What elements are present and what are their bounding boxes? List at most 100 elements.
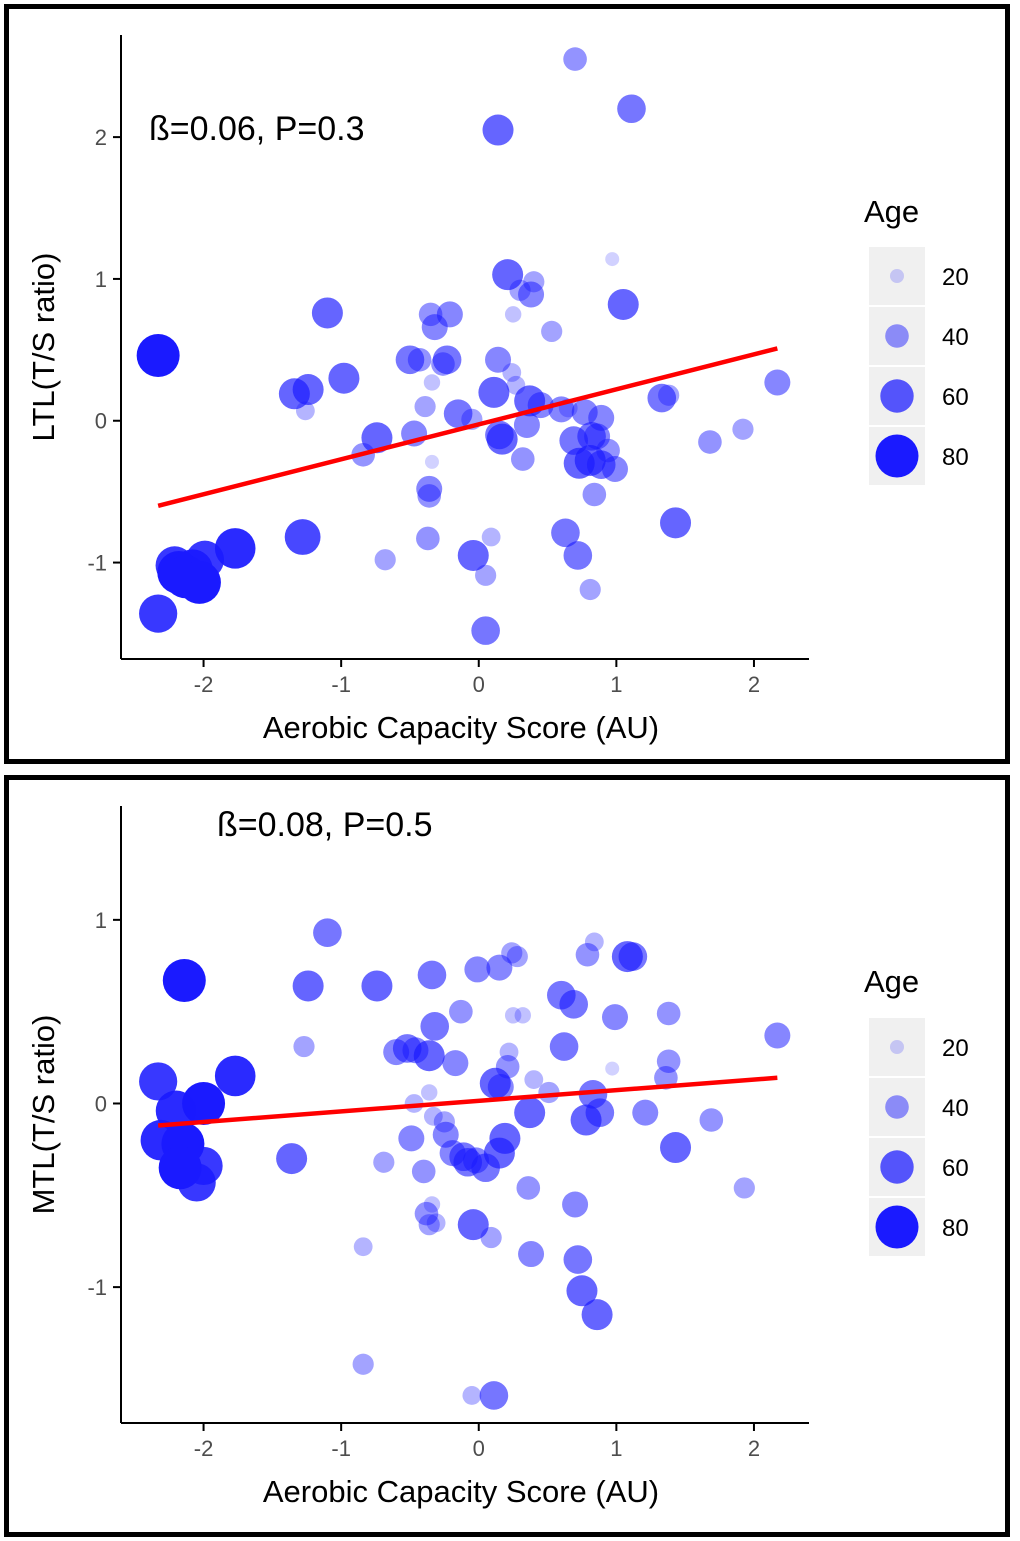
data-point [551,518,580,548]
data-point [563,1245,593,1274]
data-point [432,345,462,375]
data-point [579,578,601,601]
legend-key-bg [869,307,925,365]
y-tick-label: 0 [95,1091,107,1116]
mtl-chart-panel: -2 -1 0 1 2 -1 0 1 Aerobic Capacity Score (AU) MT… [4,775,1010,1537]
data-point [416,526,440,551]
y-tick-label: 0 [95,409,107,434]
data-point [524,1070,544,1090]
data-point [139,1062,178,1101]
data-point [361,422,393,454]
data-point [395,345,425,375]
data-point [764,369,791,396]
data-point [462,1386,482,1405]
data-point [418,1214,440,1236]
data-point [423,1106,443,1126]
x-axis-title: Aerobic Capacity Score (AU) [263,1474,659,1509]
data-point [575,942,600,967]
data-point [647,383,677,413]
data-point [618,942,648,971]
x-tick-label: 1 [610,1436,622,1461]
data-point [617,94,646,124]
data-point [416,475,443,502]
data-point [421,314,448,341]
y-axis-title: LTL(T/S ratio) [26,253,61,442]
data-point [585,1098,615,1127]
data-point [584,932,604,952]
data-point [566,1275,598,1307]
legend-label: 20 [942,1035,969,1062]
data-point [414,1201,439,1226]
x-axis-title: Aerobic Capacity Score (AU) [263,710,659,745]
data-point [733,1177,755,1199]
legend-title: Age [864,964,919,999]
y-tick-label: 1 [95,267,107,292]
data-point [457,1209,489,1241]
data-point [518,281,545,308]
data-point [313,918,342,948]
data-point [698,430,722,454]
data-point [538,1081,560,1104]
legend-key-bg [869,247,925,305]
x-tick-label: 2 [748,1436,760,1461]
data-point [541,320,563,342]
data-point [295,401,315,421]
data-point [471,616,500,645]
data-point [764,1022,791,1049]
data-point [514,1097,546,1129]
data-point [562,1191,589,1218]
data-point [514,1007,531,1024]
data-point [374,549,396,571]
data-point [513,412,540,438]
y-tick-label: 2 [95,125,107,150]
data-point [421,1084,438,1101]
data-point [426,1213,446,1233]
data-point [457,539,489,571]
regression-line [157,346,778,509]
data-point [478,376,510,408]
data-point [471,1153,500,1183]
data-points [139,918,791,1410]
data-point [417,960,447,990]
data-point [423,374,441,391]
data-point [414,395,436,418]
data-point [563,541,593,570]
data-point [506,945,528,968]
data-point [162,958,206,1002]
data-point [516,1176,541,1200]
regression-line [157,1075,778,1128]
data-point [482,114,514,146]
ltl-chart-panel: -2 -1 0 1 2 -1 0 1 2 Aerobic Capacity Score (AU) L… [4,4,1010,764]
data-point [214,1055,256,1097]
data-point [442,1050,469,1077]
data-point [352,1353,374,1375]
data-point [502,363,522,382]
data-point [492,259,524,291]
legend-key-point [875,434,919,478]
data-point [373,1151,395,1173]
data-point [499,1042,519,1062]
x-tick-label: 1 [610,672,622,697]
data-point [660,1132,692,1164]
data-point [292,374,324,406]
data-point [504,306,522,323]
data-point [485,346,512,373]
x-tick-label: -2 [194,1436,214,1461]
mtl-scatter-plot: -2 -1 0 1 2 -1 0 1 Aerobic Capacity Score (AU) MT… [26,806,969,1509]
data-point [398,1125,425,1152]
data-point [518,1241,545,1268]
data-point [605,1061,620,1076]
legend-label: 20 [942,264,969,291]
data-point [632,1099,659,1126]
y-tick-label: 1 [95,908,107,933]
data-point [423,1196,441,1213]
data-point [443,399,473,428]
data-point [656,1049,681,1074]
data-point [293,1035,315,1058]
data-point [549,1032,579,1061]
data-point [581,1299,613,1331]
legend-key-point [875,1205,919,1249]
data-point [413,1040,445,1072]
data-point [431,352,455,376]
data-point [563,47,587,71]
